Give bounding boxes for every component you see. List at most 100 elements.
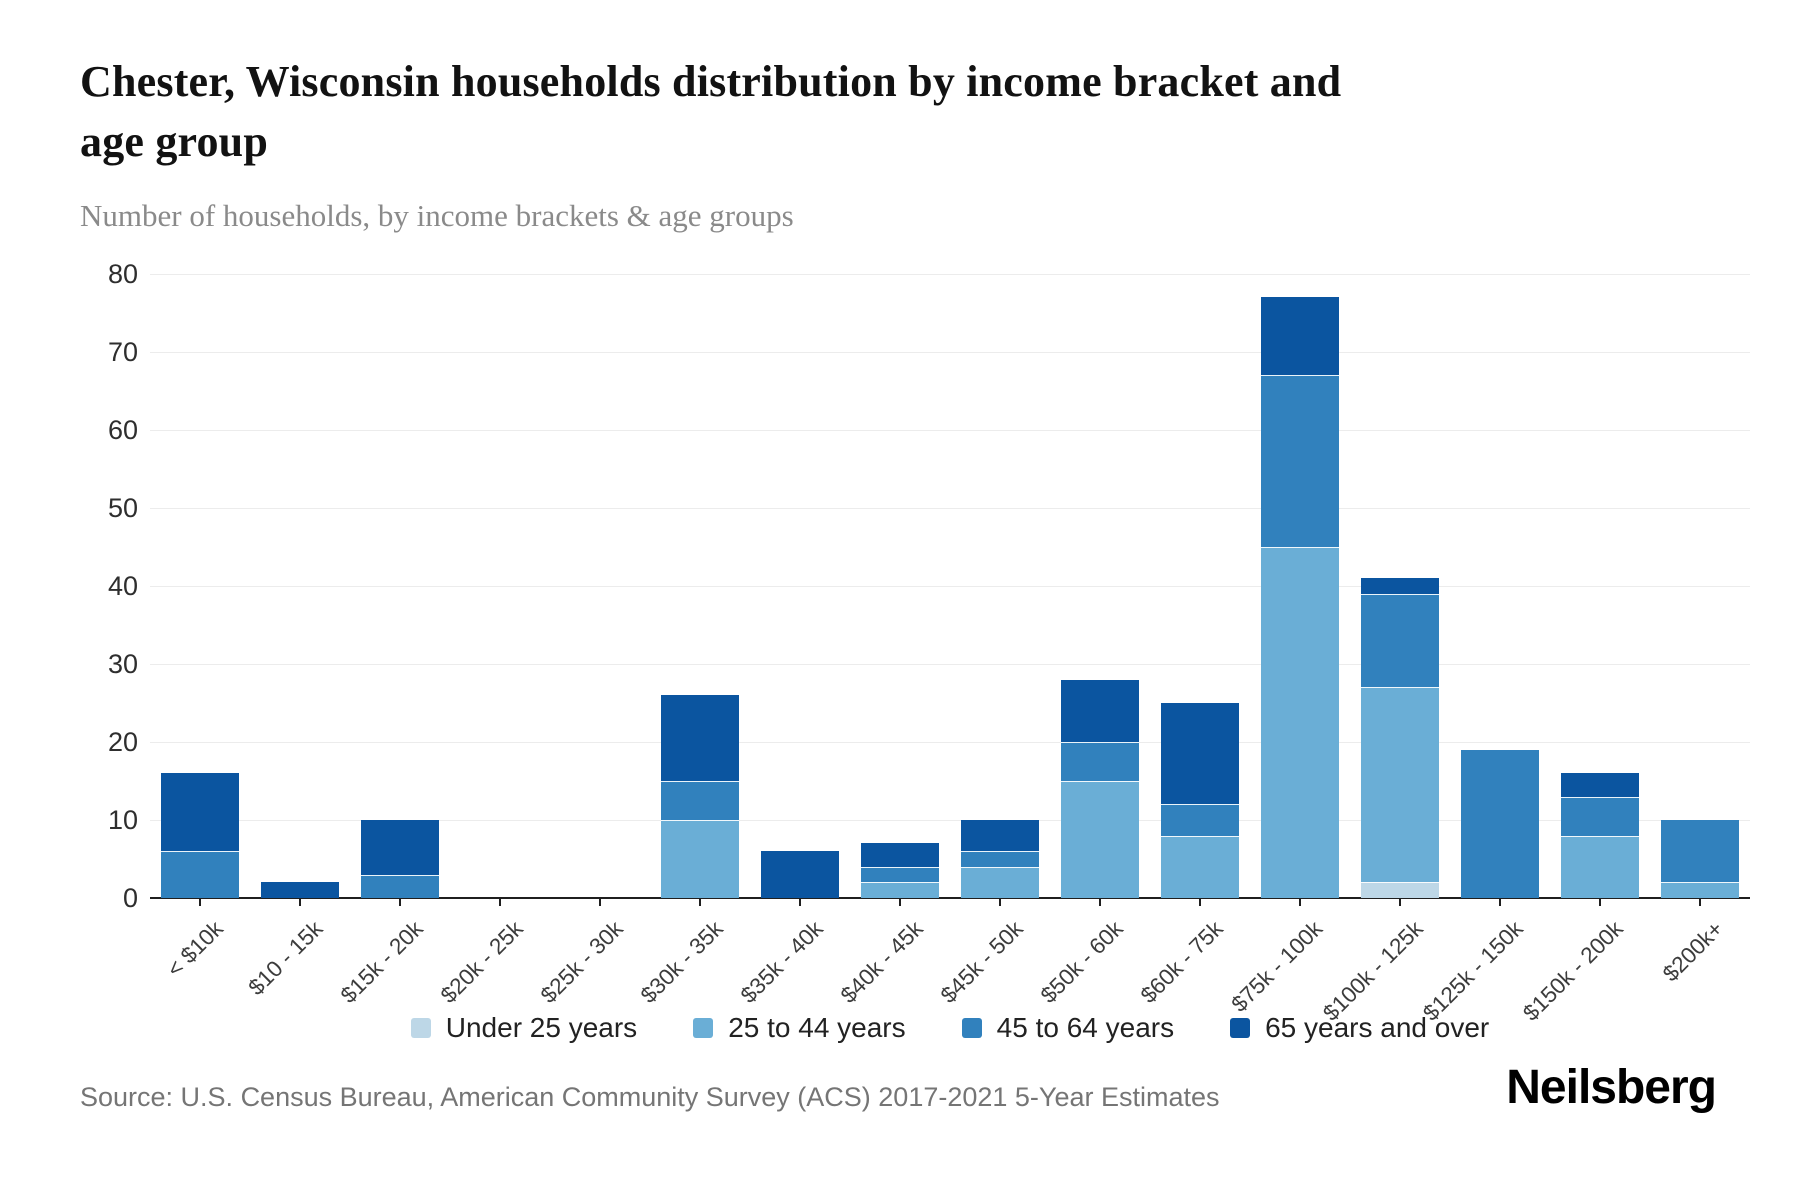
bar-$45k - 50k [961, 274, 1039, 898]
bar-segment [661, 695, 739, 781]
x-tick-label: $25k - 30k [535, 916, 628, 1008]
bar-segment [1261, 375, 1339, 547]
gridline [150, 507, 1750, 509]
y-tick-label: 70 [107, 337, 138, 367]
bar-segment [1061, 742, 1139, 781]
bar-segment [1061, 781, 1139, 898]
x-tick-label: $60k - 75k [1135, 916, 1228, 1008]
x-tick-label: $75k - 100k [1226, 916, 1328, 1017]
x-axis-tick [1199, 899, 1201, 906]
gridline [150, 273, 1750, 275]
y-tick-label: 80 [107, 259, 138, 289]
bar-segment [1161, 703, 1239, 805]
x-axis-tick [1499, 899, 1501, 906]
x-axis-tick [1099, 899, 1101, 906]
x-tick-label: $100k - 125k [1318, 916, 1428, 1026]
x-axis-tick [299, 899, 301, 906]
x-tick-label: $45k - 50k [935, 916, 1028, 1008]
bar-segment [1561, 796, 1639, 836]
legend-label: 65 years and over [1265, 1012, 1490, 1043]
bar-$200k+ [1661, 274, 1739, 898]
bar-$100k - 125k [1361, 274, 1439, 898]
y-tick-label: 20 [107, 727, 138, 757]
bar-segment [1561, 835, 1639, 898]
x-tick-label: $200k+ [1657, 916, 1728, 987]
bar-$150k - 200k [1561, 274, 1639, 898]
y-tick-label: 0 [122, 883, 138, 913]
bar-segment [1361, 593, 1439, 688]
bar-segment [261, 882, 339, 898]
bar-segment [1661, 820, 1739, 883]
y-tick-label: 40 [107, 571, 138, 601]
x-axis-tick [1399, 899, 1401, 906]
x-axis-tick [999, 899, 1001, 906]
gridline [150, 429, 1750, 431]
bar-segment [1561, 773, 1639, 797]
bar-segment [1161, 835, 1239, 898]
chart-title: Chester, Wisconsin households distributi… [80, 52, 1680, 172]
bar-$10 - 15k [261, 274, 339, 898]
x-tick-label: $30k - 35k [635, 916, 728, 1008]
legend-label: 25 to 44 years [728, 1012, 906, 1043]
gridline [150, 663, 1750, 665]
bar-$125k - 150k [1461, 274, 1539, 898]
bar-$15k - 20k [361, 274, 439, 898]
x-tick-label: $20k - 25k [435, 916, 528, 1008]
bar-segment [361, 874, 439, 898]
x-axis-tick [1699, 899, 1701, 906]
bar-segment [761, 851, 839, 898]
chart-subtitle: Number of households, by income brackets… [80, 198, 794, 233]
legend-label: 45 to 64 years [996, 1012, 1175, 1043]
bar-segment [1261, 547, 1339, 898]
bar-segment [161, 773, 239, 852]
gridline [150, 585, 1750, 587]
gridline [150, 351, 1750, 353]
x-tick-label: $35k - 40k [735, 916, 828, 1008]
x-axis-tick [799, 899, 801, 906]
bar-segment [1061, 679, 1139, 742]
bar-segment [1361, 882, 1439, 898]
gridline [150, 741, 1750, 743]
bar-$35k - 40k [761, 274, 839, 898]
x-tick-label: $10 - 15k [243, 916, 328, 1001]
legend-swatch-icon [1230, 1018, 1251, 1038]
bar-segment [961, 866, 1039, 898]
legend-label: Under 25 years [445, 1012, 638, 1043]
legend-item: 25 to 44 years [693, 1012, 906, 1044]
bar-$30k - 35k [661, 274, 739, 898]
x-tick-label: $40k - 45k [835, 916, 928, 1008]
x-axis-tick [399, 899, 401, 906]
chart-legend: Under 25 years 25 to 44 years 45 to 64 yea… [150, 1012, 1750, 1044]
y-tick-label: 50 [107, 493, 138, 523]
bar-segment [1461, 749, 1539, 898]
bar-segment [1661, 882, 1739, 898]
bar-segment [361, 820, 439, 875]
x-tick-label: $125k - 150k [1418, 916, 1528, 1026]
source-note: Source: U.S. Census Bureau, American Com… [80, 1082, 1220, 1112]
chart-title-line1: Chester, Wisconsin households distributi… [80, 57, 1342, 106]
y-tick-label: 10 [107, 805, 138, 835]
bar-segment [861, 866, 939, 883]
bar-$25k - 30k [561, 274, 639, 898]
x-axis-line [150, 897, 1750, 899]
x-tick-label: $15k - 20k [335, 916, 428, 1008]
y-tick-label: 60 [107, 415, 138, 445]
bar-segment [1361, 687, 1439, 883]
legend-item: Under 25 years [410, 1012, 638, 1044]
x-axis-tick [199, 899, 201, 906]
bar-$75k - 100k [1261, 274, 1339, 898]
bar-segment [961, 851, 1039, 867]
x-tick-label: < $10k [161, 916, 228, 982]
legend-swatch-icon [961, 1018, 982, 1038]
x-axis-tick [699, 899, 701, 906]
bar-segment [661, 781, 739, 820]
x-axis-tick [499, 899, 501, 906]
bar-$40k - 45k [861, 274, 939, 898]
x-axis-tick [599, 899, 601, 906]
bar-segment [961, 820, 1039, 852]
gridline [150, 819, 1750, 821]
bar-segment [861, 882, 939, 898]
brand-logo: Neilsberg [1506, 1061, 1717, 1114]
